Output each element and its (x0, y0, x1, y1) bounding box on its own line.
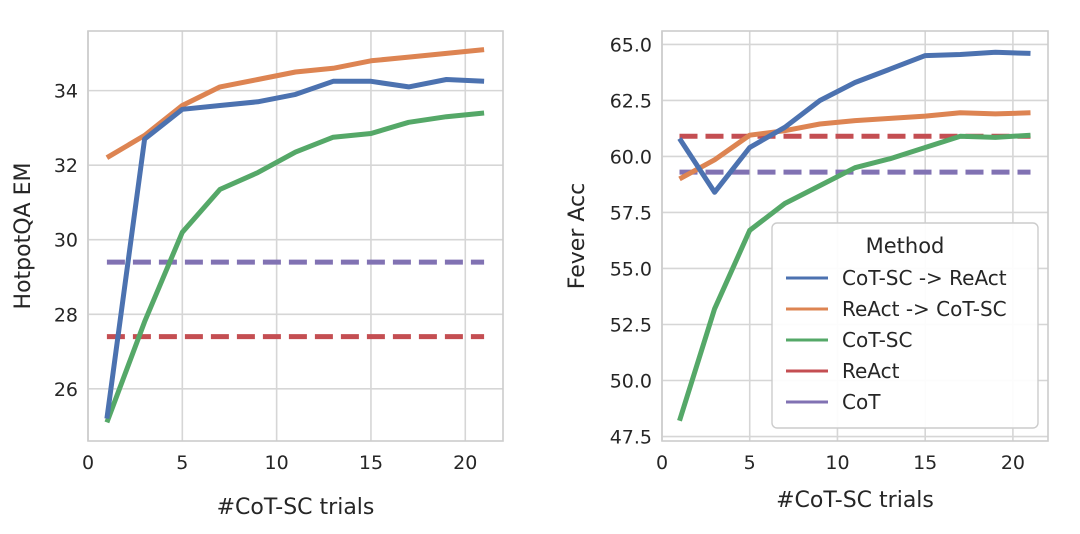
y-tick-label: 52.5 (610, 314, 652, 336)
y-tick-label: 65.0 (610, 34, 652, 56)
y-tick-label: 55.0 (610, 258, 652, 280)
y-tick-label: 47.5 (610, 427, 652, 449)
y-tick-label: 26 (54, 379, 78, 401)
series-line-react-cot-sc (678, 110, 1031, 182)
x-tick-label: 0 (656, 452, 668, 474)
y-axis-label: HotpotQA EM (11, 163, 36, 310)
x-tick-label: 5 (744, 452, 756, 474)
legend-entry: CoT-SC (842, 328, 912, 352)
series-line-cot-sc-react (677, 49, 1031, 195)
x-tick-label: 15 (359, 452, 383, 474)
y-tick-label: 57.5 (610, 202, 652, 224)
fever-chart: 0 5 10 15 20 47.5 50.0 52.5 55.0 57.5 60.0 62.5 65.0… (565, 30, 1049, 513)
y-tick-label: 34 (54, 81, 78, 103)
y-tick-label: 60.0 (610, 146, 652, 168)
legend-entry: ReAct (842, 359, 900, 383)
series-line-cot-sc-react (104, 77, 485, 419)
x-tick-label: 0 (82, 452, 94, 474)
x-axis-label: #CoT-SC trials (217, 495, 375, 520)
legend-entry: CoT (842, 390, 881, 414)
y-axis-label: Fever Acc (565, 183, 590, 289)
x-tick-label: 15 (913, 452, 937, 474)
x-tick-label: 10 (825, 452, 849, 474)
x-tick-label: 10 (265, 452, 289, 474)
y-tick-label: 28 (54, 304, 78, 326)
x-axis-label: #CoT-SC trials (776, 488, 934, 513)
x-tick-label: 5 (176, 452, 188, 474)
legend-box (771, 222, 1039, 429)
y-tick-label: 32 (54, 155, 78, 177)
plot-frame (87, 30, 504, 442)
legend-title: Method (866, 234, 945, 258)
legend-entry: CoT-SC -> ReAct (842, 266, 1007, 290)
y-tick-label: 50.0 (610, 371, 652, 393)
series-line-cot-sc (677, 132, 1031, 422)
hotpotqa-chart: 0 5 10 15 20 26 28 30 32 34 #CoT-SC trials HotpotQA… (11, 30, 504, 520)
y-tick-label: 30 (54, 230, 78, 252)
legend: Method CoT-SC -> ReAct ReAct -> CoT-SC CoT-… (771, 222, 1039, 429)
x-tick-label: 20 (453, 452, 477, 474)
legend-entry: ReAct -> CoT-SC (842, 297, 1007, 321)
y-tick-label: 62.5 (610, 90, 652, 112)
series-line-react-cot-sc (105, 47, 485, 160)
x-tick-label: 20 (1001, 452, 1025, 474)
series-line-cot-sc (104, 110, 485, 424)
plot-frame (661, 30, 1049, 442)
